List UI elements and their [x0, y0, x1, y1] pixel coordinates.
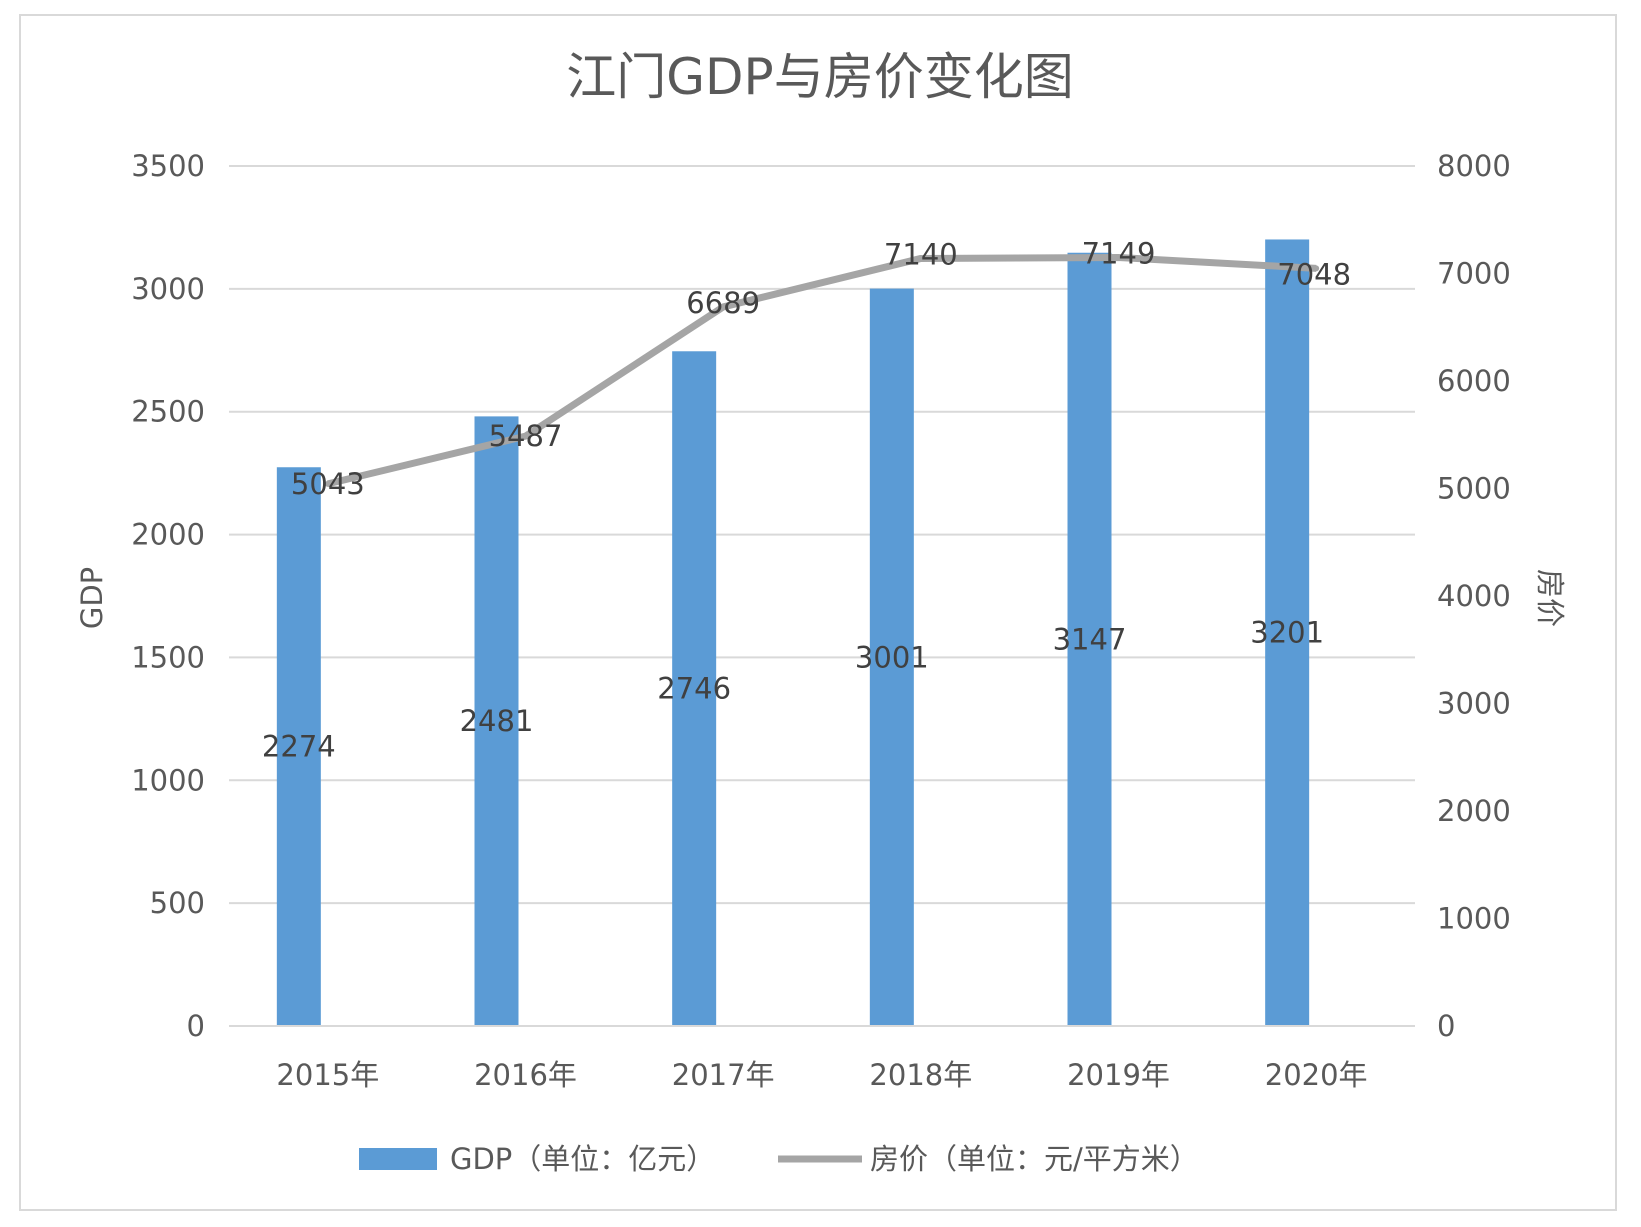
gdp-bar	[276, 467, 321, 1026]
y-tick-label: 0	[187, 1009, 205, 1043]
legend-gdp-label: GDP（单位：亿元）	[450, 1142, 715, 1176]
gdp-bar	[474, 416, 519, 1027]
y-tick-label: 3500	[131, 149, 205, 183]
y-tick-label: 1000	[131, 763, 205, 797]
price-line	[327, 253, 1317, 488]
price-data-label: 5043	[291, 467, 365, 501]
gdp-data-label: 3147	[1053, 622, 1127, 656]
price-data-label: 6689	[686, 286, 760, 320]
y2-tick-label: 5000	[1437, 472, 1511, 506]
y2-tick-label: 7000	[1437, 257, 1511, 291]
gdp-data-label: 2481	[460, 704, 534, 738]
y2-tick-label: 8000	[1437, 149, 1511, 183]
gdp-bar	[869, 288, 914, 1026]
price-data-label: 7048	[1277, 257, 1351, 291]
y-tick-label: 2000	[131, 518, 205, 552]
y-tick-label: 2500	[131, 395, 205, 429]
x-tick-label: 2015年	[276, 1058, 379, 1092]
legend-gdp-swatch	[359, 1148, 437, 1170]
price-data-label: 5487	[489, 419, 563, 453]
chart-frame	[19, 14, 1617, 1211]
y2-tick-label: 6000	[1437, 364, 1511, 398]
price-point	[1313, 265, 1320, 272]
price-point	[720, 303, 727, 310]
legend-price-label: 房价（单位：元/平方米）	[870, 1142, 1199, 1176]
y-tick-label: 500	[150, 886, 205, 920]
gdp-data-label: 3001	[855, 640, 929, 674]
x-tick-label: 2018年	[869, 1058, 972, 1092]
chart-title: 江门GDP与房价变化图	[566, 48, 1073, 106]
gdp-bar	[1067, 252, 1112, 1027]
price-data-label: 7149	[1082, 236, 1156, 270]
x-tick-label: 2016年	[474, 1058, 577, 1092]
price-point	[522, 433, 529, 440]
gdp-data-label: 2746	[657, 672, 731, 706]
y2-tick-label: 2000	[1437, 794, 1511, 828]
y2-axis-label: 房价	[1533, 569, 1567, 627]
y2-tick-label: 1000	[1437, 902, 1511, 936]
y2-tick-label: 0	[1437, 1009, 1455, 1043]
x-tick-label: 2019年	[1067, 1058, 1170, 1092]
y-tick-label: 1500	[131, 640, 205, 674]
gdp-data-label: 3201	[1250, 616, 1324, 650]
gdp-bar	[672, 351, 717, 1027]
y-axis-label: GDP	[75, 567, 109, 629]
y2-tick-label: 3000	[1437, 687, 1511, 721]
y2-tick-label: 4000	[1437, 579, 1511, 613]
price-data-label: 7140	[884, 237, 958, 271]
gdp-data-label: 2274	[262, 730, 336, 764]
price-point	[324, 480, 331, 487]
price-point	[917, 255, 924, 262]
gdp-bar	[1265, 239, 1310, 1026]
price-point	[1115, 254, 1122, 261]
y-tick-label: 3000	[131, 272, 205, 306]
x-tick-label: 2017年	[672, 1058, 775, 1092]
x-tick-label: 2020年	[1265, 1058, 1368, 1092]
